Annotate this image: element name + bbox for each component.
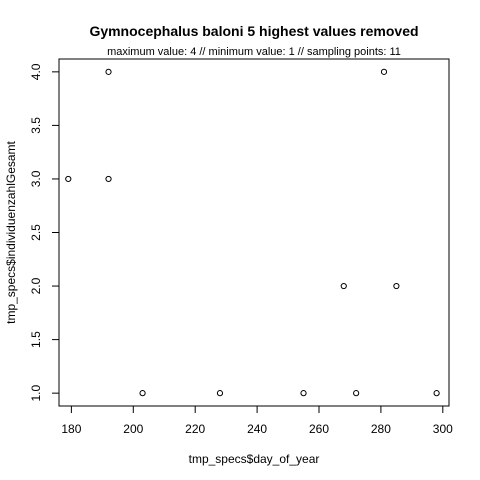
y-tick-label: 4.0 bbox=[29, 63, 43, 80]
y-tick-label: 2.0 bbox=[29, 277, 43, 294]
data-point bbox=[105, 175, 112, 183]
y-axis: 1.0 1.5 2.0 2.5 3.0 3.5 4.0 bbox=[29, 63, 60, 401]
chart-subtitle: maximum value: 4 // minimum value: 1 // … bbox=[107, 46, 401, 58]
data-point bbox=[139, 390, 146, 397]
x-axis-label: tmp_specs$day_of_year bbox=[189, 452, 320, 466]
y-axis-label: tmp_specs$individuenzahlGesamt bbox=[4, 140, 18, 323]
y-tick-label: 3.5 bbox=[29, 117, 43, 134]
y-tick-label: 1.0 bbox=[29, 384, 43, 401]
y-tick-label: 2.5 bbox=[29, 224, 43, 241]
data-points bbox=[65, 68, 440, 397]
data-point bbox=[353, 390, 360, 397]
data-point bbox=[105, 68, 112, 75]
x-tick-label: 280 bbox=[371, 422, 391, 436]
plot-frame bbox=[58, 58, 450, 407]
y-tick-label: 3.0 bbox=[29, 170, 43, 187]
x-axis: 180 200 220 240 260 280 300 bbox=[61, 405, 453, 436]
x-tick-label: 260 bbox=[309, 422, 329, 436]
data-point bbox=[393, 282, 400, 290]
data-point bbox=[340, 282, 347, 290]
data-point bbox=[65, 175, 72, 183]
x-tick-label: 220 bbox=[185, 422, 205, 436]
x-tick-label: 300 bbox=[433, 422, 453, 436]
x-tick-label: 200 bbox=[123, 422, 143, 436]
data-point bbox=[380, 68, 388, 75]
x-tick-label: 240 bbox=[247, 422, 267, 436]
chart-title: Gymnocephalus baloni 5 highest values re… bbox=[89, 23, 418, 39]
x-tick-label: 180 bbox=[61, 422, 81, 436]
data-point bbox=[433, 390, 440, 397]
data-point bbox=[216, 390, 224, 397]
data-point bbox=[300, 390, 307, 397]
y-tick-label: 1.5 bbox=[29, 331, 43, 348]
